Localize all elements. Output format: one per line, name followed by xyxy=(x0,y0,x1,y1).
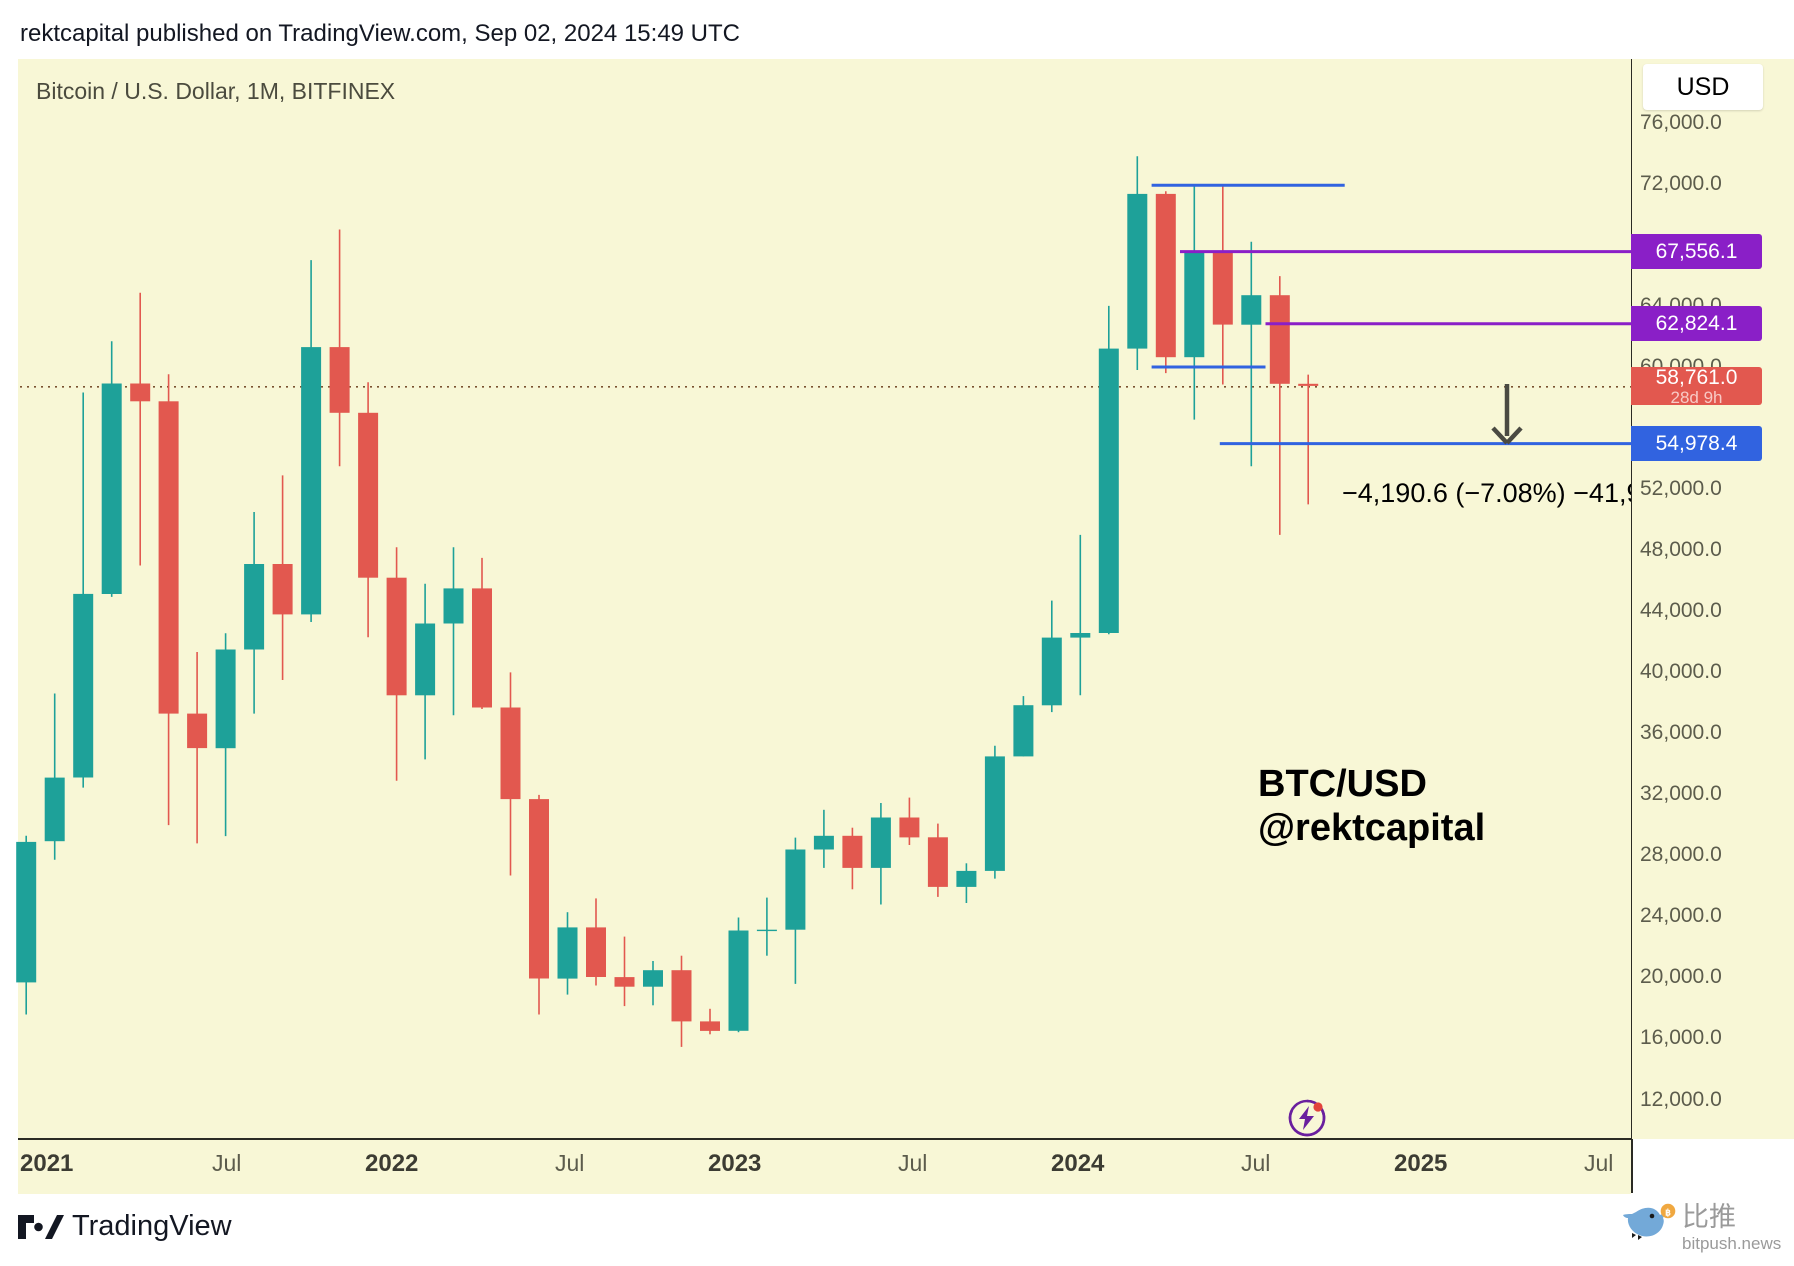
svg-text:比推: 比推 xyxy=(1682,1202,1736,1232)
svg-text:฿: ฿ xyxy=(1665,1208,1671,1218)
svg-text:bitpush.news: bitpush.news xyxy=(1682,1234,1781,1253)
